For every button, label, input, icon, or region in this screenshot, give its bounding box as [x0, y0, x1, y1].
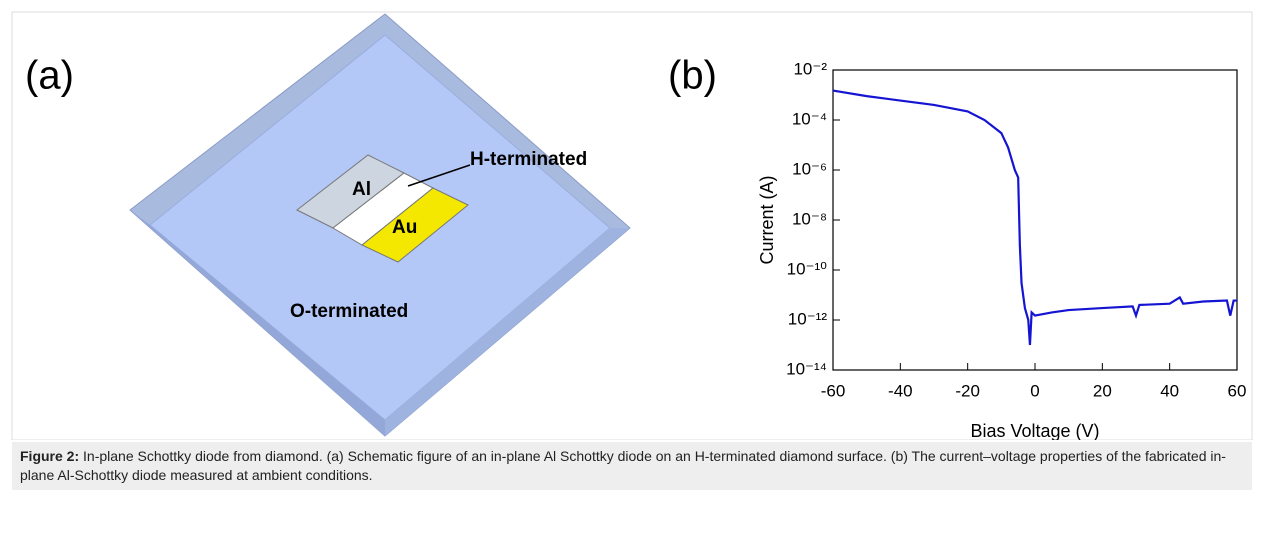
y-tick-label: 10⁻¹⁴: [786, 359, 827, 378]
y-tick-label: 10⁻¹²: [788, 309, 828, 328]
figure: (a) Al Au H-terminated O-terminated (b) …: [11, 11, 1253, 440]
x-tick-label: -40: [888, 381, 913, 400]
panel-label: (b): [668, 54, 717, 98]
au-electrode: [361, 187, 469, 263]
caption: Figure 2: In-plane Schottky diode from d…: [12, 442, 1252, 490]
au-label: Au: [392, 217, 417, 238]
slab-wall: [385, 228, 630, 436]
y-tick-label: 10⁻⁶: [792, 159, 827, 178]
x-tick-label: 40: [1160, 381, 1179, 400]
y-tick-label: 10⁻²: [793, 59, 827, 78]
x-tick-label: -20: [955, 381, 980, 400]
leader-line: [407, 164, 471, 187]
panel-label: (a): [25, 54, 74, 98]
y-tick-label: 10⁻⁸: [792, 209, 827, 228]
al-label: Al: [352, 179, 371, 200]
o-label: O-terminated: [290, 301, 408, 322]
y-tick-label: 10⁻⁴: [792, 109, 827, 128]
slab-wall: [130, 210, 385, 436]
x-tick-label: 0: [1030, 381, 1039, 400]
iv-curve: [832, 89, 1237, 346]
caption-label: Figure 2:: [20, 448, 80, 464]
h-label: H-terminated: [470, 149, 587, 170]
caption-text: In-plane Schottky diode from diamond. (a…: [20, 448, 1226, 483]
x-axis-label: Bias Voltage (V): [970, 421, 1099, 440]
x-tick-label: 20: [1093, 381, 1112, 400]
y-axis-label: Current (A): [757, 175, 777, 264]
y-tick-label: 10⁻¹⁰: [787, 259, 828, 278]
x-tick-label: 60: [1228, 381, 1247, 400]
x-tick-label: -60: [821, 381, 846, 400]
